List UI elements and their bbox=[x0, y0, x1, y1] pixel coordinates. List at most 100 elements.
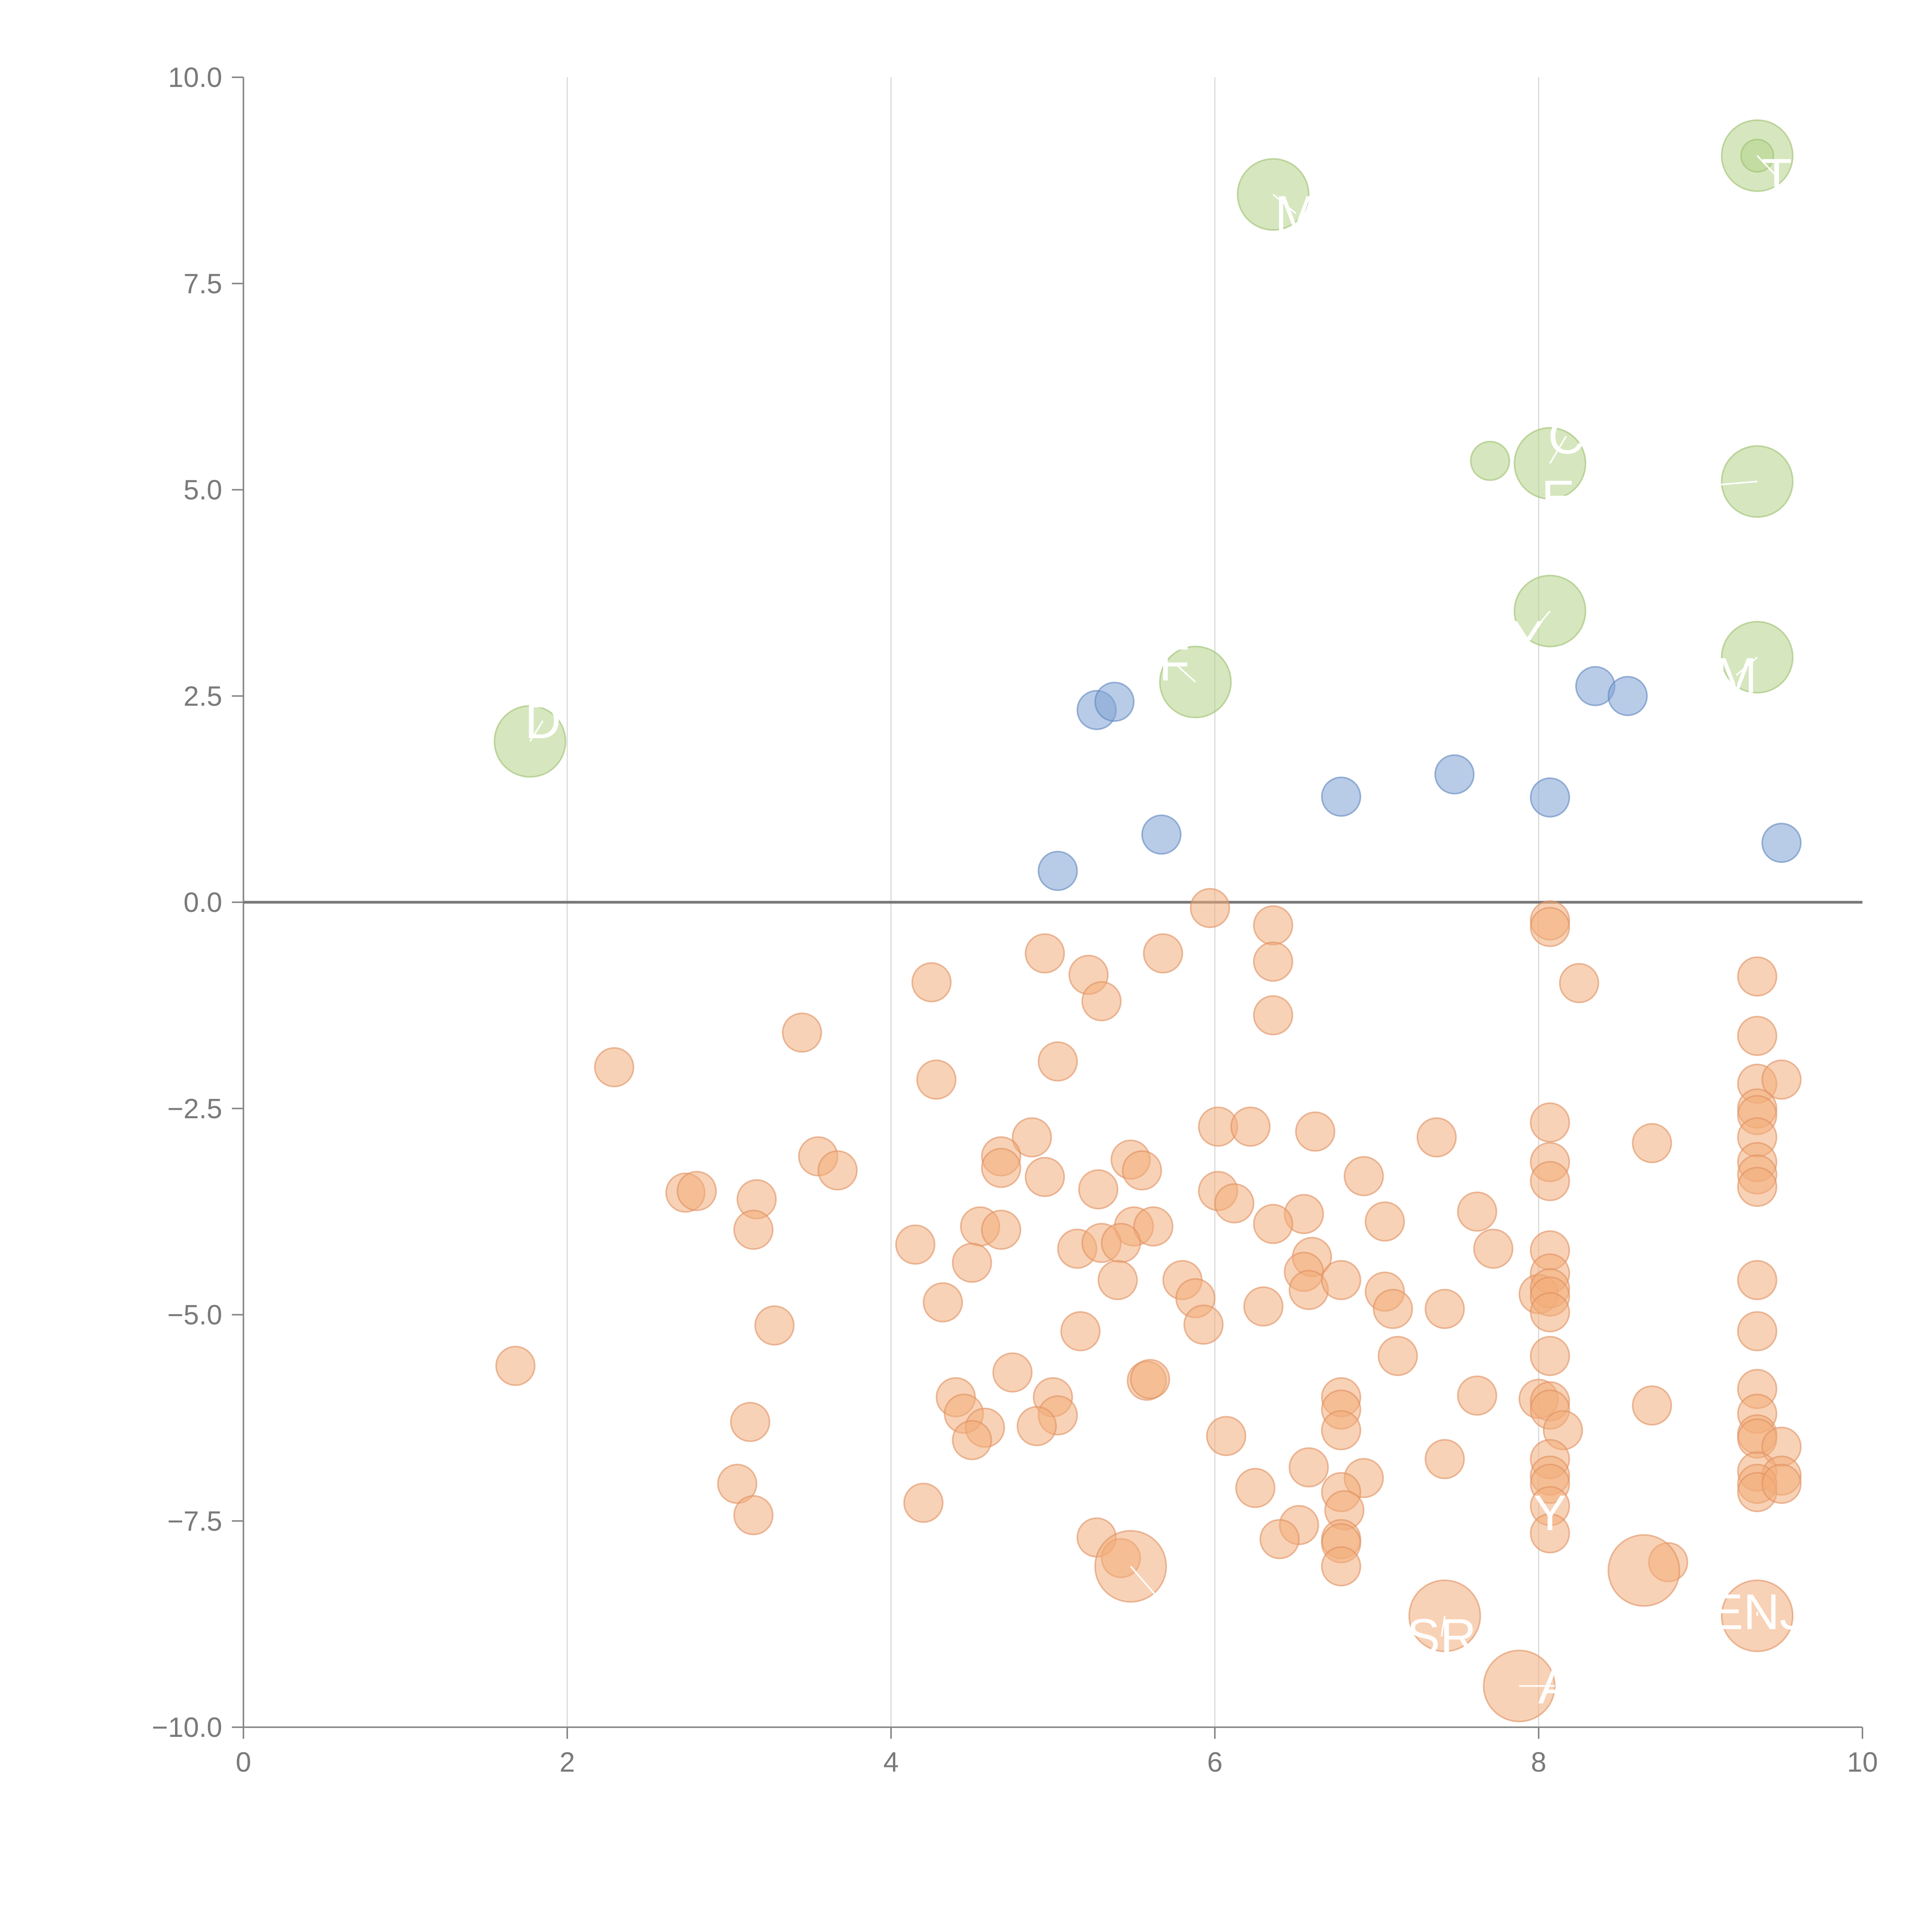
data-point-negative bbox=[1025, 1156, 1065, 1197]
data-point-negative bbox=[1417, 1117, 1457, 1158]
data-point-negative bbox=[495, 1345, 536, 1386]
data-point-negative bbox=[1253, 995, 1293, 1036]
data-point-negative bbox=[677, 1171, 717, 1211]
data-point-positive-small bbox=[1094, 682, 1135, 722]
axes bbox=[243, 77, 1862, 1728]
data-point-negative bbox=[1761, 1060, 1802, 1100]
label-leader bbox=[1558, 481, 1757, 499]
label-leader bbox=[1173, 662, 1196, 683]
data-point-positive-small bbox=[1037, 850, 1078, 891]
data-point-negative bbox=[782, 1012, 822, 1053]
data-point-negative bbox=[1344, 1156, 1384, 1196]
point-label: M bbox=[1715, 647, 1757, 704]
label-leader bbox=[1440, 1616, 1446, 1637]
data-point-negative bbox=[1321, 1260, 1361, 1300]
y-tick-label: −5.0 bbox=[167, 1300, 222, 1331]
data-point-negative bbox=[1321, 1546, 1361, 1587]
data-point-negative bbox=[1530, 907, 1570, 947]
data-point-negative bbox=[952, 1242, 992, 1283]
data-point-negative bbox=[1190, 888, 1230, 928]
data-point-negative bbox=[981, 1209, 1021, 1250]
data-point-negative bbox=[1737, 1260, 1777, 1300]
data-point-negative bbox=[1559, 963, 1599, 1003]
data-point-negative bbox=[1230, 1106, 1271, 1147]
data-point-positive-large bbox=[1470, 440, 1510, 481]
data-point-negative bbox=[923, 1282, 963, 1323]
data-point-negative bbox=[952, 1420, 992, 1461]
point-label: Y bbox=[1510, 610, 1544, 667]
data-point-negative bbox=[1122, 1150, 1162, 1190]
data-point-negative bbox=[1530, 1161, 1570, 1201]
data-point-negative bbox=[1289, 1447, 1329, 1488]
x-tick-label: 4 bbox=[883, 1747, 899, 1778]
data-point-negative bbox=[1253, 1204, 1293, 1244]
x-tick-label: 10 bbox=[1847, 1747, 1878, 1778]
data-point-positive-small bbox=[1141, 814, 1182, 855]
data-point-negative bbox=[1214, 1183, 1255, 1224]
data-point-negative bbox=[1100, 1223, 1141, 1263]
x-tick-label: 2 bbox=[560, 1747, 575, 1778]
data-point-negative bbox=[1737, 956, 1777, 997]
y-tick-label: −2.5 bbox=[167, 1094, 222, 1124]
data-point-negative bbox=[733, 1209, 774, 1250]
data-point-negative bbox=[1143, 933, 1183, 974]
data-point-negative bbox=[1235, 1468, 1276, 1508]
x-tick-label: 0 bbox=[236, 1747, 251, 1778]
label-leader bbox=[1549, 435, 1567, 464]
point-label: M bbox=[1275, 185, 1316, 242]
label-leader bbox=[1527, 611, 1551, 639]
data-point-positive-small bbox=[1761, 823, 1802, 863]
data-point-negative bbox=[1424, 1289, 1465, 1329]
data-point-positive-small bbox=[1530, 777, 1570, 818]
data-point-negative bbox=[1530, 1102, 1570, 1143]
y-tick-label: −10.0 bbox=[152, 1712, 222, 1743]
data-point-negative bbox=[903, 1483, 944, 1523]
data-point-negative bbox=[1253, 941, 1293, 982]
data-point-positive-small bbox=[1434, 754, 1475, 795]
data-point-negative bbox=[1253, 905, 1293, 946]
y-tick-label: −7.5 bbox=[167, 1506, 222, 1537]
data-point-negative bbox=[1737, 1015, 1777, 1056]
point-labels: D F M C Y T E M C SR ENJ A Y bbox=[525, 148, 1804, 1714]
data-point-negative bbox=[733, 1495, 774, 1536]
point-label: SR bbox=[1406, 1608, 1476, 1665]
data-point-negative bbox=[1473, 1228, 1514, 1269]
data-point-negative bbox=[1078, 1169, 1119, 1209]
point-label: A bbox=[1538, 1658, 1572, 1714]
data-point-negative bbox=[730, 1402, 770, 1442]
data-point-negative bbox=[895, 1225, 935, 1265]
data-point-negative bbox=[817, 1150, 858, 1190]
data-point-negative bbox=[992, 1352, 1033, 1393]
y-tick-label: 2.5 bbox=[184, 681, 222, 712]
data-point-negative bbox=[1133, 1206, 1173, 1247]
data-point-negative bbox=[1530, 1336, 1570, 1376]
data-point-negative bbox=[1183, 1304, 1224, 1345]
data-point-negative bbox=[1632, 1123, 1672, 1163]
data-point-negative bbox=[594, 1047, 634, 1087]
data-point-negative bbox=[754, 1305, 795, 1346]
data-point-negative bbox=[1632, 1385, 1672, 1426]
data-point-negative bbox=[1457, 1191, 1497, 1232]
y-tick-label: 5.0 bbox=[184, 475, 222, 506]
data-point-negative bbox=[1737, 1311, 1777, 1352]
data-point-negative bbox=[1530, 1292, 1570, 1333]
data-point-negative bbox=[1243, 1286, 1284, 1327]
point-label: E bbox=[1541, 470, 1575, 526]
label-leader bbox=[529, 720, 544, 742]
data-point-negative bbox=[1457, 1375, 1497, 1416]
data-point-negative bbox=[1012, 1117, 1052, 1158]
data-point-negative bbox=[916, 1060, 957, 1100]
data-point-negative bbox=[981, 1148, 1021, 1188]
data-points bbox=[493, 119, 1802, 1723]
data-point-negative bbox=[1259, 1519, 1300, 1560]
data-point-negative bbox=[1037, 1041, 1078, 1082]
data-point-negative bbox=[1081, 981, 1122, 1022]
y-tick-label: 7.5 bbox=[184, 269, 222, 299]
data-point-negative bbox=[1761, 1464, 1802, 1504]
point-label: C bbox=[1548, 408, 1584, 464]
point-label: ENJ bbox=[1710, 1583, 1805, 1640]
data-point-negative bbox=[1372, 1289, 1413, 1329]
data-point-negative bbox=[1424, 1439, 1465, 1480]
data-point-negative bbox=[911, 962, 952, 1003]
